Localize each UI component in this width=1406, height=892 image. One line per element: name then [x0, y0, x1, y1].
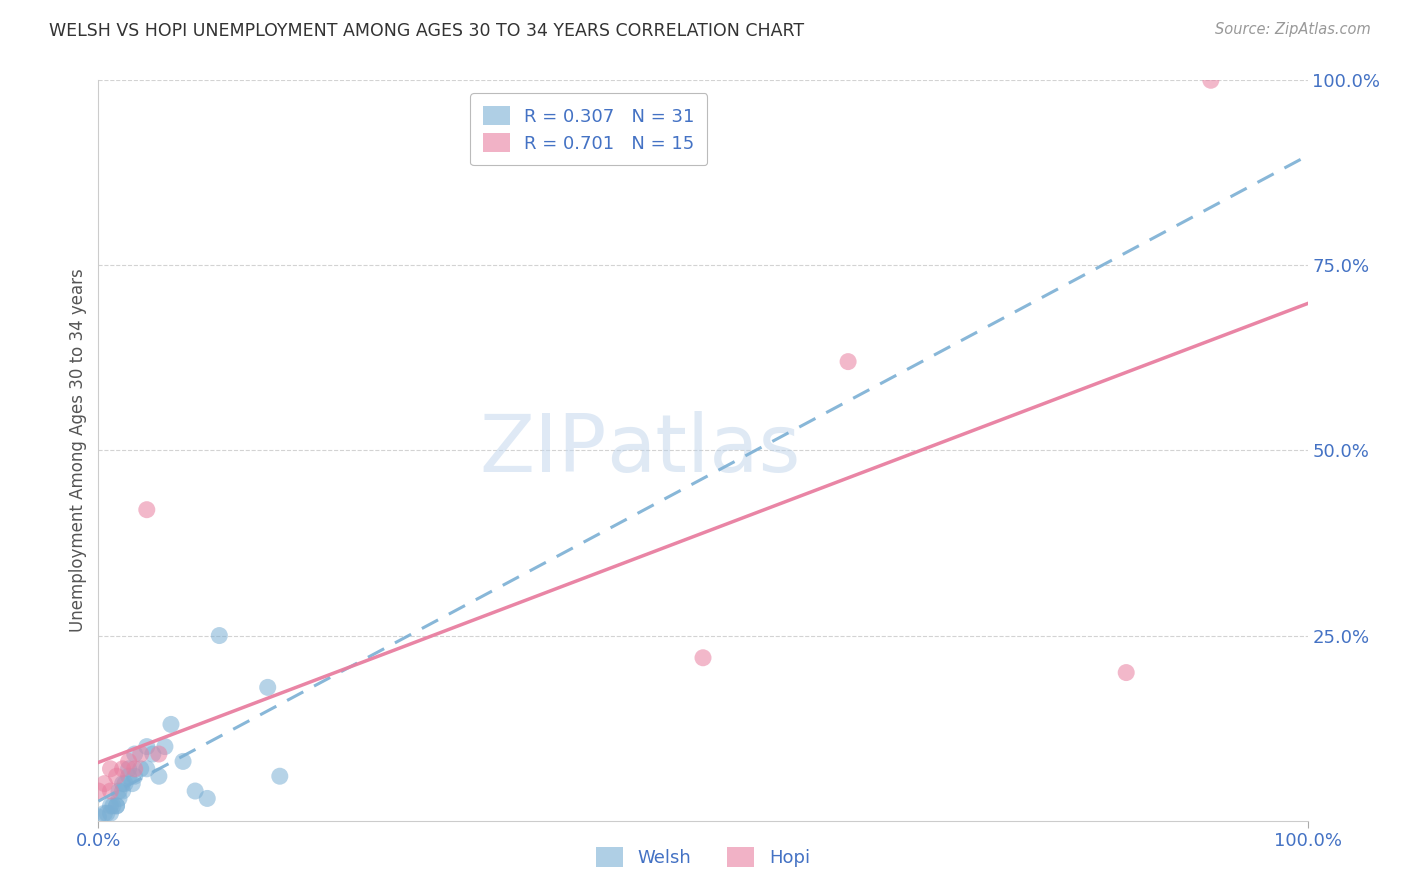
- Point: [118, 762, 141, 776]
- Point: [108, 791, 131, 805]
- Point: [837, 354, 859, 368]
- Point: [105, 769, 128, 783]
- Point: [148, 747, 170, 761]
- Legend: R = 0.307   N = 31, R = 0.701   N = 15: R = 0.307 N = 31, R = 0.701 N = 15: [470, 93, 707, 165]
- Point: [111, 776, 134, 791]
- Point: [100, 762, 122, 776]
- Y-axis label: Unemployment Among Ages 30 to 34 years: Unemployment Among Ages 30 to 34 years: [69, 268, 87, 632]
- Point: [208, 628, 231, 642]
- Point: [121, 776, 143, 791]
- Point: [100, 784, 122, 798]
- Point: [1199, 73, 1222, 87]
- Point: [87, 784, 110, 798]
- Point: [96, 806, 118, 821]
- Point: [153, 739, 176, 754]
- Point: [100, 798, 122, 813]
- Point: [114, 776, 136, 791]
- Legend: Welsh, Hopi: Welsh, Hopi: [589, 839, 817, 874]
- Point: [135, 762, 157, 776]
- Point: [105, 798, 128, 813]
- Point: [124, 769, 146, 783]
- Point: [269, 769, 291, 783]
- Text: WELSH VS HOPI UNEMPLOYMENT AMONG AGES 30 TO 34 YEARS CORRELATION CHART: WELSH VS HOPI UNEMPLOYMENT AMONG AGES 30…: [49, 22, 804, 40]
- Point: [172, 755, 194, 769]
- Point: [148, 769, 170, 783]
- Point: [87, 810, 110, 824]
- Text: atlas: atlas: [606, 411, 800, 490]
- Point: [93, 776, 115, 791]
- Point: [111, 762, 134, 776]
- Point: [118, 755, 141, 769]
- Point: [124, 762, 146, 776]
- Point: [129, 747, 152, 761]
- Point: [135, 502, 157, 516]
- Point: [100, 806, 122, 821]
- Point: [93, 806, 115, 821]
- Point: [195, 791, 218, 805]
- Point: [101, 798, 124, 813]
- Point: [142, 747, 165, 761]
- Point: [256, 681, 278, 695]
- Point: [184, 784, 207, 798]
- Text: Source: ZipAtlas.com: Source: ZipAtlas.com: [1215, 22, 1371, 37]
- Point: [108, 784, 131, 798]
- Point: [129, 762, 152, 776]
- Point: [105, 798, 128, 813]
- Point: [160, 717, 183, 731]
- Point: [135, 739, 157, 754]
- Point: [692, 650, 714, 665]
- Text: ZIP: ZIP: [479, 411, 606, 490]
- Point: [124, 747, 146, 761]
- Point: [1115, 665, 1137, 680]
- Point: [118, 769, 141, 783]
- Point: [111, 784, 134, 798]
